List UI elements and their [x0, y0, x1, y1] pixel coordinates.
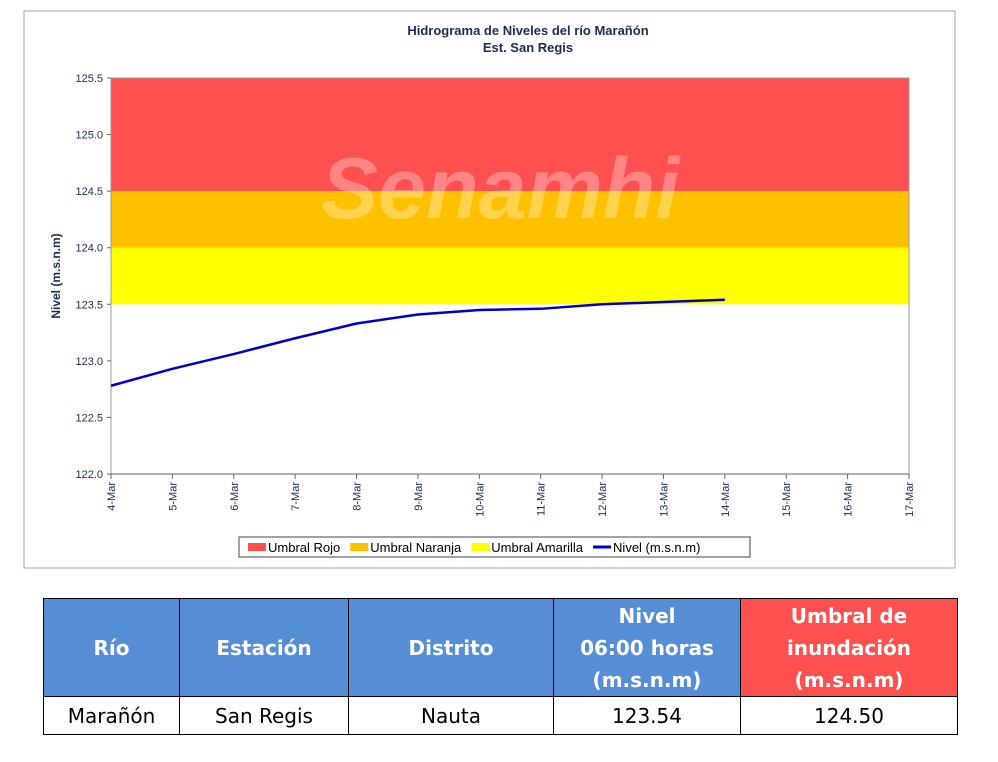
watermark: Senamhi [321, 141, 682, 237]
x-tick-label: 17-Mar [904, 482, 916, 517]
x-tick-label: 11-Mar [536, 482, 548, 516]
legend-label: Umbral Rojo [268, 540, 340, 555]
legend-swatch [350, 543, 369, 551]
y-tick-label: 122.5 [75, 412, 103, 424]
legend-label: Nivel (m.s.n.m) [613, 540, 700, 555]
x-tick-label: 6-Mar [229, 482, 241, 511]
x-tick-label: 10-Mar [474, 482, 486, 517]
y-tick-label: 124.0 [75, 243, 103, 255]
threshold-band [111, 247, 909, 305]
header-cell: Umbral de inundación (m.s.n.m) [740, 598, 958, 697]
cell: San Regis [179, 696, 349, 735]
cell: 124.50 [740, 696, 958, 735]
y-tick-label: 124.5 [75, 186, 103, 198]
x-tick-label: 14-Mar [720, 482, 732, 517]
y-tick-label: 122.0 [75, 469, 103, 481]
x-tick-label: 8-Mar [352, 482, 364, 511]
cell: Nauta [348, 696, 554, 735]
header-cell: Distrito [348, 598, 554, 697]
x-tick-label: 7-Mar [290, 482, 302, 511]
x-tick-label: 13-Mar [658, 482, 670, 517]
chart-title: Hidrograma de Niveles del río Marañón [407, 23, 648, 38]
x-tick-label: 12-Mar [597, 482, 609, 517]
cell: 123.54 [553, 696, 741, 735]
header-cell: Río [43, 598, 180, 697]
x-tick-label: 9-Mar [413, 482, 425, 511]
x-tick-label: 4-Mar [106, 482, 118, 511]
threshold-band [111, 78, 909, 192]
y-axis-label: Nivel (m.s.n.m) [49, 233, 63, 318]
chart-subtitle: Est. San Regis [483, 40, 573, 55]
legend-label: Umbral Amarilla [491, 540, 584, 555]
legend-label: Umbral Naranja [370, 540, 462, 555]
header-cell: Nivel 06:00 horas (m.s.n.m) [553, 598, 741, 697]
x-tick-label: 16-Mar [843, 482, 855, 517]
y-tick-label: 125.0 [75, 130, 103, 142]
legend-swatch [471, 543, 490, 551]
x-tick-label: 5-Mar [167, 482, 179, 511]
cell: Marañón [43, 696, 180, 735]
summary-table: Río Estación Distrito Nivel 06:00 horas … [43, 598, 958, 735]
x-tick-label: 15-Mar [781, 482, 793, 517]
level-line [110, 298, 725, 387]
legend-box [238, 536, 751, 558]
header-row: Río Estación Distrito Nivel 06:00 horas … [43, 598, 958, 697]
header-cell: Estación [179, 598, 349, 697]
legend-swatch [248, 543, 266, 551]
data-row: Marañón San Regis Nauta 123.54 124.50 [43, 696, 958, 735]
y-tick-label: 125.5 [75, 73, 103, 85]
threshold-band [111, 191, 909, 248]
chart: Hidrograma de Niveles del río Marañón Es… [23, 10, 956, 569]
y-tick-label: 123.0 [75, 356, 103, 368]
y-tick-label: 123.5 [75, 299, 103, 311]
